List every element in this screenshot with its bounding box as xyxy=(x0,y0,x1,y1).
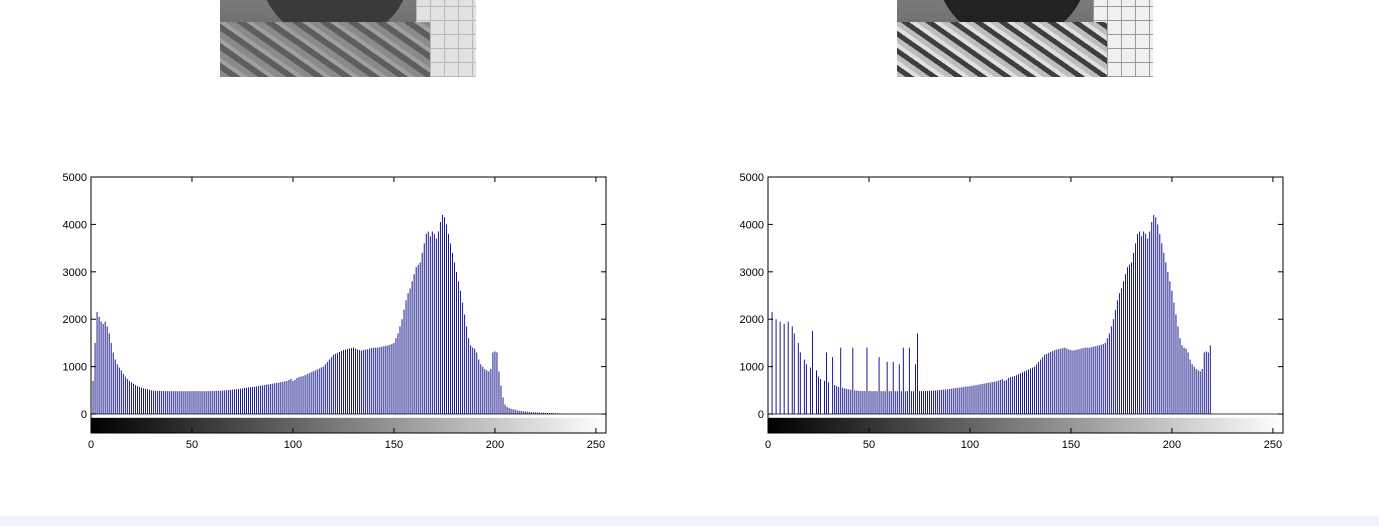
x-tick-label: 0 xyxy=(765,439,771,451)
shirt-texture xyxy=(220,22,430,77)
y-tick-label: 2000 xyxy=(63,314,87,326)
histogram-equalized: 0 1000 2000 3000 4000 5000 0 50 100 150 200 250 xyxy=(740,172,1284,451)
shirt-texture xyxy=(897,22,1107,77)
y-tick-label: 5000 xyxy=(63,172,87,184)
y-tick-label: 0 xyxy=(758,409,764,421)
x-tick-label: 250 xyxy=(587,439,605,451)
y-tick-label: 4000 xyxy=(740,219,764,231)
x-tick-label: 50 xyxy=(186,439,198,451)
status-bar xyxy=(0,516,1379,526)
histogram-original: 0 1000 2000 3000 4000 5000 0 50 100 150 200 250 xyxy=(63,172,609,451)
y-tick-label: 3000 xyxy=(740,267,764,279)
x-tick-label: 150 xyxy=(385,439,403,451)
plot-frame xyxy=(767,176,1284,434)
colorbar xyxy=(768,417,1283,433)
y-tick-label: 0 xyxy=(81,409,87,421)
colorbar xyxy=(91,417,606,433)
plot-frame xyxy=(90,176,607,434)
original-photo xyxy=(220,0,476,77)
x-tick-label: 250 xyxy=(1264,439,1282,451)
x-tick-label: 0 xyxy=(88,439,94,451)
y-tick-label: 3000 xyxy=(63,267,87,279)
x-tick-label: 150 xyxy=(1062,439,1080,451)
y-tick-label: 5000 xyxy=(740,172,764,184)
x-tick-label: 50 xyxy=(863,439,875,451)
y-tick-label: 2000 xyxy=(740,314,764,326)
y-tick-label: 1000 xyxy=(63,362,87,374)
x-tick-label: 200 xyxy=(486,439,504,451)
equalized-photo xyxy=(897,0,1153,77)
x-tick-label: 200 xyxy=(1163,439,1181,451)
x-tick-label: 100 xyxy=(961,439,979,451)
y-tick-label: 4000 xyxy=(63,219,87,231)
y-tick-label: 1000 xyxy=(740,362,764,374)
x-tick-label: 100 xyxy=(284,439,302,451)
